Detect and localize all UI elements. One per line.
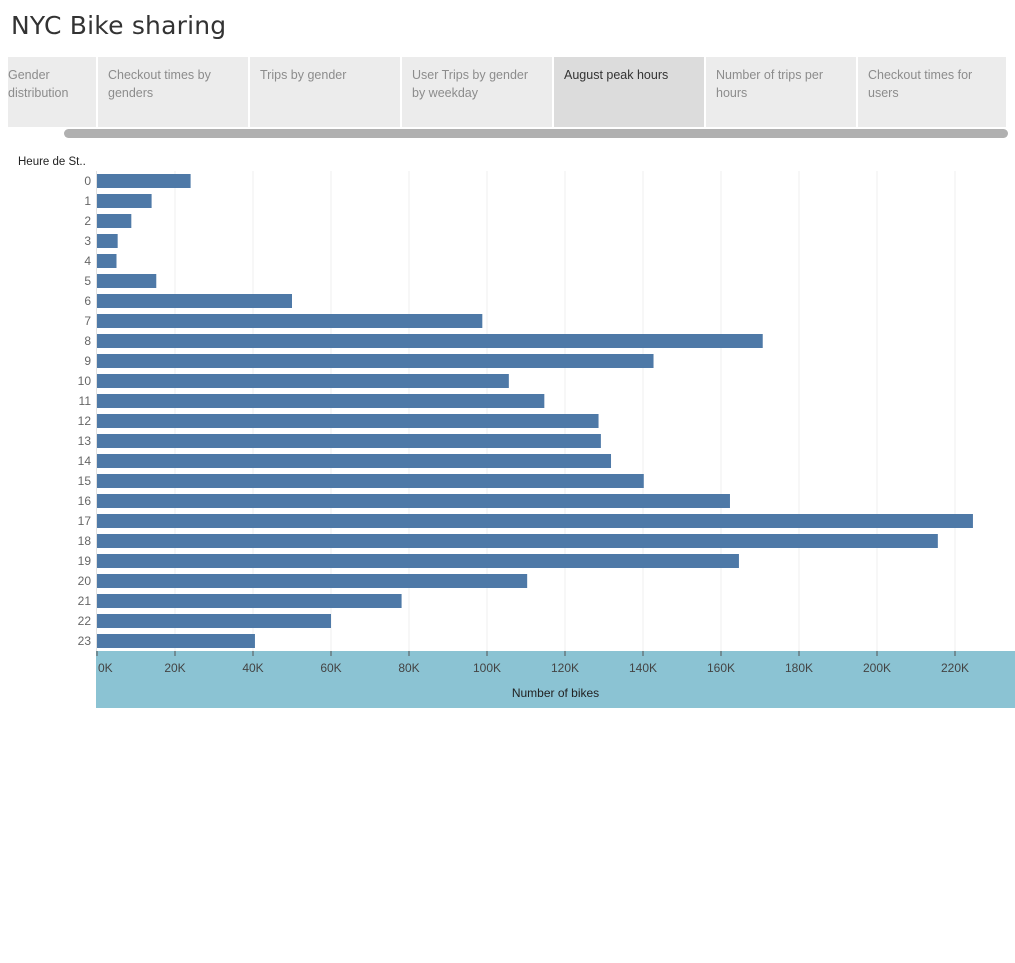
bar[interactable] [97,454,612,468]
y-tick-label: 22 [78,614,92,628]
y-tick-label: 1 [84,194,91,208]
bar[interactable] [97,554,739,568]
y-tick-label: 11 [79,394,92,408]
y-tick-label: 13 [78,434,92,448]
row-header-label: Heure de St.. [18,156,86,168]
bar[interactable] [97,514,973,528]
y-tick-label: 12 [78,414,92,428]
bar[interactable] [97,574,528,588]
bar[interactable] [97,334,763,348]
bar[interactable] [97,534,938,548]
x-tick-label: 40K [242,661,263,675]
bar[interactable] [97,594,402,608]
y-tick-label: 6 [84,294,91,308]
bar[interactable] [97,354,654,368]
bar[interactable] [97,394,545,408]
bar[interactable] [97,314,483,328]
x-tick-label: 100K [473,661,501,675]
y-tick-label: 21 [78,594,92,608]
tab-gender-distribution[interactable]: Gender distribution [8,57,96,127]
y-tick-label: 7 [84,314,91,328]
dashboard-tab-bar: Gender distribution Checkout times by ge… [8,57,1008,127]
bar[interactable] [97,614,331,628]
bar[interactable] [97,634,255,648]
y-tick-label: 4 [84,254,91,268]
y-tick-label: 15 [78,474,92,488]
x-tick-label: 120K [551,661,579,675]
x-tick-label: 0K [98,661,113,675]
bar[interactable] [97,374,509,388]
tab-august-peak-hours[interactable]: August peak hours [554,57,704,127]
tab-number-of-trips-per-hours[interactable]: Number of trips per hours [706,57,856,127]
y-tick-label: 17 [78,514,92,528]
y-tick-label: 9 [84,354,91,368]
bar[interactable] [97,434,601,448]
bar[interactable] [97,414,599,428]
y-tick-label: 3 [84,234,91,248]
bar[interactable] [97,294,292,308]
bar[interactable] [97,474,644,488]
x-axis-band [96,651,1015,708]
y-tick-label: 2 [84,214,91,228]
bar[interactable] [97,494,730,508]
dashboard-title: NYC Bike sharing [11,11,227,40]
y-tick-label: 0 [84,174,91,188]
y-tick-label: 10 [78,374,92,388]
tab-checkout-times-by-genders[interactable]: Checkout times by genders [98,57,248,127]
y-tick-label: 19 [78,554,92,568]
y-tick-label: 14 [78,454,92,468]
bar[interactable] [97,274,157,288]
x-tick-label: 140K [629,661,657,675]
x-axis-title: Number of bikes [511,686,600,700]
bar[interactable] [97,174,191,188]
y-tick-label: 18 [78,534,92,548]
bar[interactable] [97,234,118,248]
y-tick-label: 8 [84,334,91,348]
bar[interactable] [97,254,117,268]
x-tick-label: 80K [398,661,419,675]
bar[interactable] [97,194,152,208]
x-tick-label: 20K [164,661,185,675]
y-tick-label: 16 [78,494,92,508]
tab-trips-by-gender[interactable]: Trips by gender [250,57,400,127]
tab-checkout-times-for-users[interactable]: Checkout times for users [858,57,1006,127]
y-tick-label: 5 [84,274,91,288]
x-tick-label: 180K [785,661,813,675]
x-tick-label: 160K [707,661,735,675]
bar[interactable] [97,214,132,228]
y-tick-label: 23 [78,634,92,648]
y-tick-label: 20 [78,574,92,588]
x-tick-label: 60K [320,661,341,675]
x-tick-label: 220K [941,661,969,675]
x-tick-label: 200K [863,661,891,675]
tab-scrollbar[interactable] [64,129,1008,138]
tab-user-trips-by-gender-by-weekday[interactable]: User Trips by gender by weekday [402,57,552,127]
